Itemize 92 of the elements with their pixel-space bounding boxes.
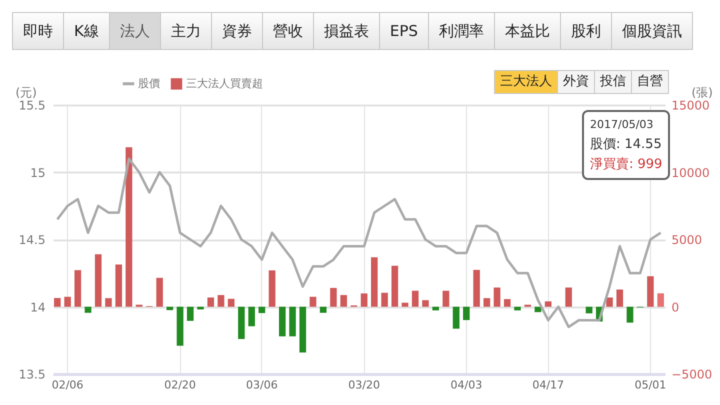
text: 外資 <box>557 70 595 94</box>
text: 損益表 <box>312 12 380 50</box>
y2-tick-label: 5000 <box>672 233 702 247</box>
bar <box>207 297 214 307</box>
legend-label: 股價 <box>138 76 160 90</box>
x-tick-label: 03/20 <box>348 378 380 392</box>
bar <box>320 306 327 313</box>
text: EPS <box>378 12 429 50</box>
bar <box>360 293 368 307</box>
text: 自營 <box>631 70 669 94</box>
text: 資券 <box>210 12 263 50</box>
bar <box>74 270 82 307</box>
bar <box>84 306 92 313</box>
x-tick-label: 04/17 <box>532 378 564 392</box>
bar <box>381 292 388 307</box>
bar <box>340 295 347 307</box>
text: 利潤率 <box>428 12 495 50</box>
annotation: 2017/05/03 <box>590 117 654 133</box>
text: 法人 <box>108 12 161 50</box>
bar <box>228 298 235 307</box>
bar <box>248 306 255 326</box>
text: 個股資訊 <box>610 12 693 50</box>
bar <box>463 306 470 320</box>
bar <box>218 295 224 307</box>
bar <box>64 296 71 307</box>
bar <box>504 299 511 307</box>
text: 即時 <box>12 12 64 50</box>
bar <box>514 306 521 310</box>
y2-tick-label: 0 <box>672 300 680 314</box>
y2-tick-label: 10000 <box>672 166 710 180</box>
bar <box>473 270 480 307</box>
x-tick-label: 04/03 <box>450 378 482 392</box>
bar <box>197 306 204 310</box>
bar <box>412 290 419 307</box>
legend-label: 三大法人買賣超 <box>186 76 263 90</box>
bar <box>402 302 408 307</box>
text: 投信 <box>594 70 632 94</box>
y-tick-label: 15 <box>30 166 46 180</box>
bar <box>432 306 440 310</box>
bar <box>176 306 184 346</box>
bar <box>626 306 634 323</box>
y2-tick-label: 15000 <box>672 98 710 112</box>
bar <box>586 306 592 314</box>
bar <box>268 270 276 307</box>
text: 三大法人 <box>494 70 558 94</box>
y2-tick-label: −5000 <box>672 368 712 382</box>
x-tick-label: 02/06 <box>52 378 84 392</box>
bar <box>391 266 398 307</box>
annotation: 股價: 14.55 <box>590 136 662 154</box>
bar <box>94 254 102 307</box>
bar <box>442 290 450 307</box>
y-tick-label: 14 <box>30 300 46 314</box>
bar <box>299 306 306 352</box>
bar <box>371 257 378 307</box>
bar <box>647 276 654 307</box>
bar <box>544 301 552 307</box>
bar <box>156 278 163 307</box>
y-tick-label: 15.5 <box>18 98 46 112</box>
bar <box>310 296 316 307</box>
y-tick-label: 13.5 <box>18 368 46 382</box>
text: 營收 <box>262 12 314 50</box>
text: 股利 <box>560 12 612 50</box>
bar <box>330 288 337 307</box>
bar <box>126 147 132 307</box>
bar <box>452 306 460 329</box>
bar <box>534 306 542 312</box>
text: 本益比 <box>494 12 561 50</box>
y-tick-label: 14.5 <box>18 233 46 247</box>
bar <box>105 298 112 307</box>
bar <box>289 306 296 336</box>
bar <box>422 300 429 307</box>
bar <box>565 288 572 307</box>
bar <box>258 306 266 314</box>
bar <box>616 290 624 307</box>
y2-axis-title: (張) <box>692 86 713 100</box>
text: 主力 <box>160 12 212 50</box>
bar <box>483 298 490 307</box>
x-tick-label: 03/06 <box>246 378 278 392</box>
bar <box>115 264 122 307</box>
bar <box>238 306 245 340</box>
bar <box>186 306 194 321</box>
line-series <box>56 158 662 328</box>
bar <box>494 288 500 307</box>
x-tick-label: 02/20 <box>164 378 196 392</box>
bar <box>278 306 286 336</box>
bar <box>606 297 613 307</box>
bar <box>657 293 664 307</box>
y-axis-title: (元) <box>16 86 37 100</box>
x-tick-label: 05/01 <box>634 378 666 392</box>
text: K線 <box>63 12 110 50</box>
annotation: 淨買賣: 999 <box>590 156 662 174</box>
bar <box>54 298 61 307</box>
